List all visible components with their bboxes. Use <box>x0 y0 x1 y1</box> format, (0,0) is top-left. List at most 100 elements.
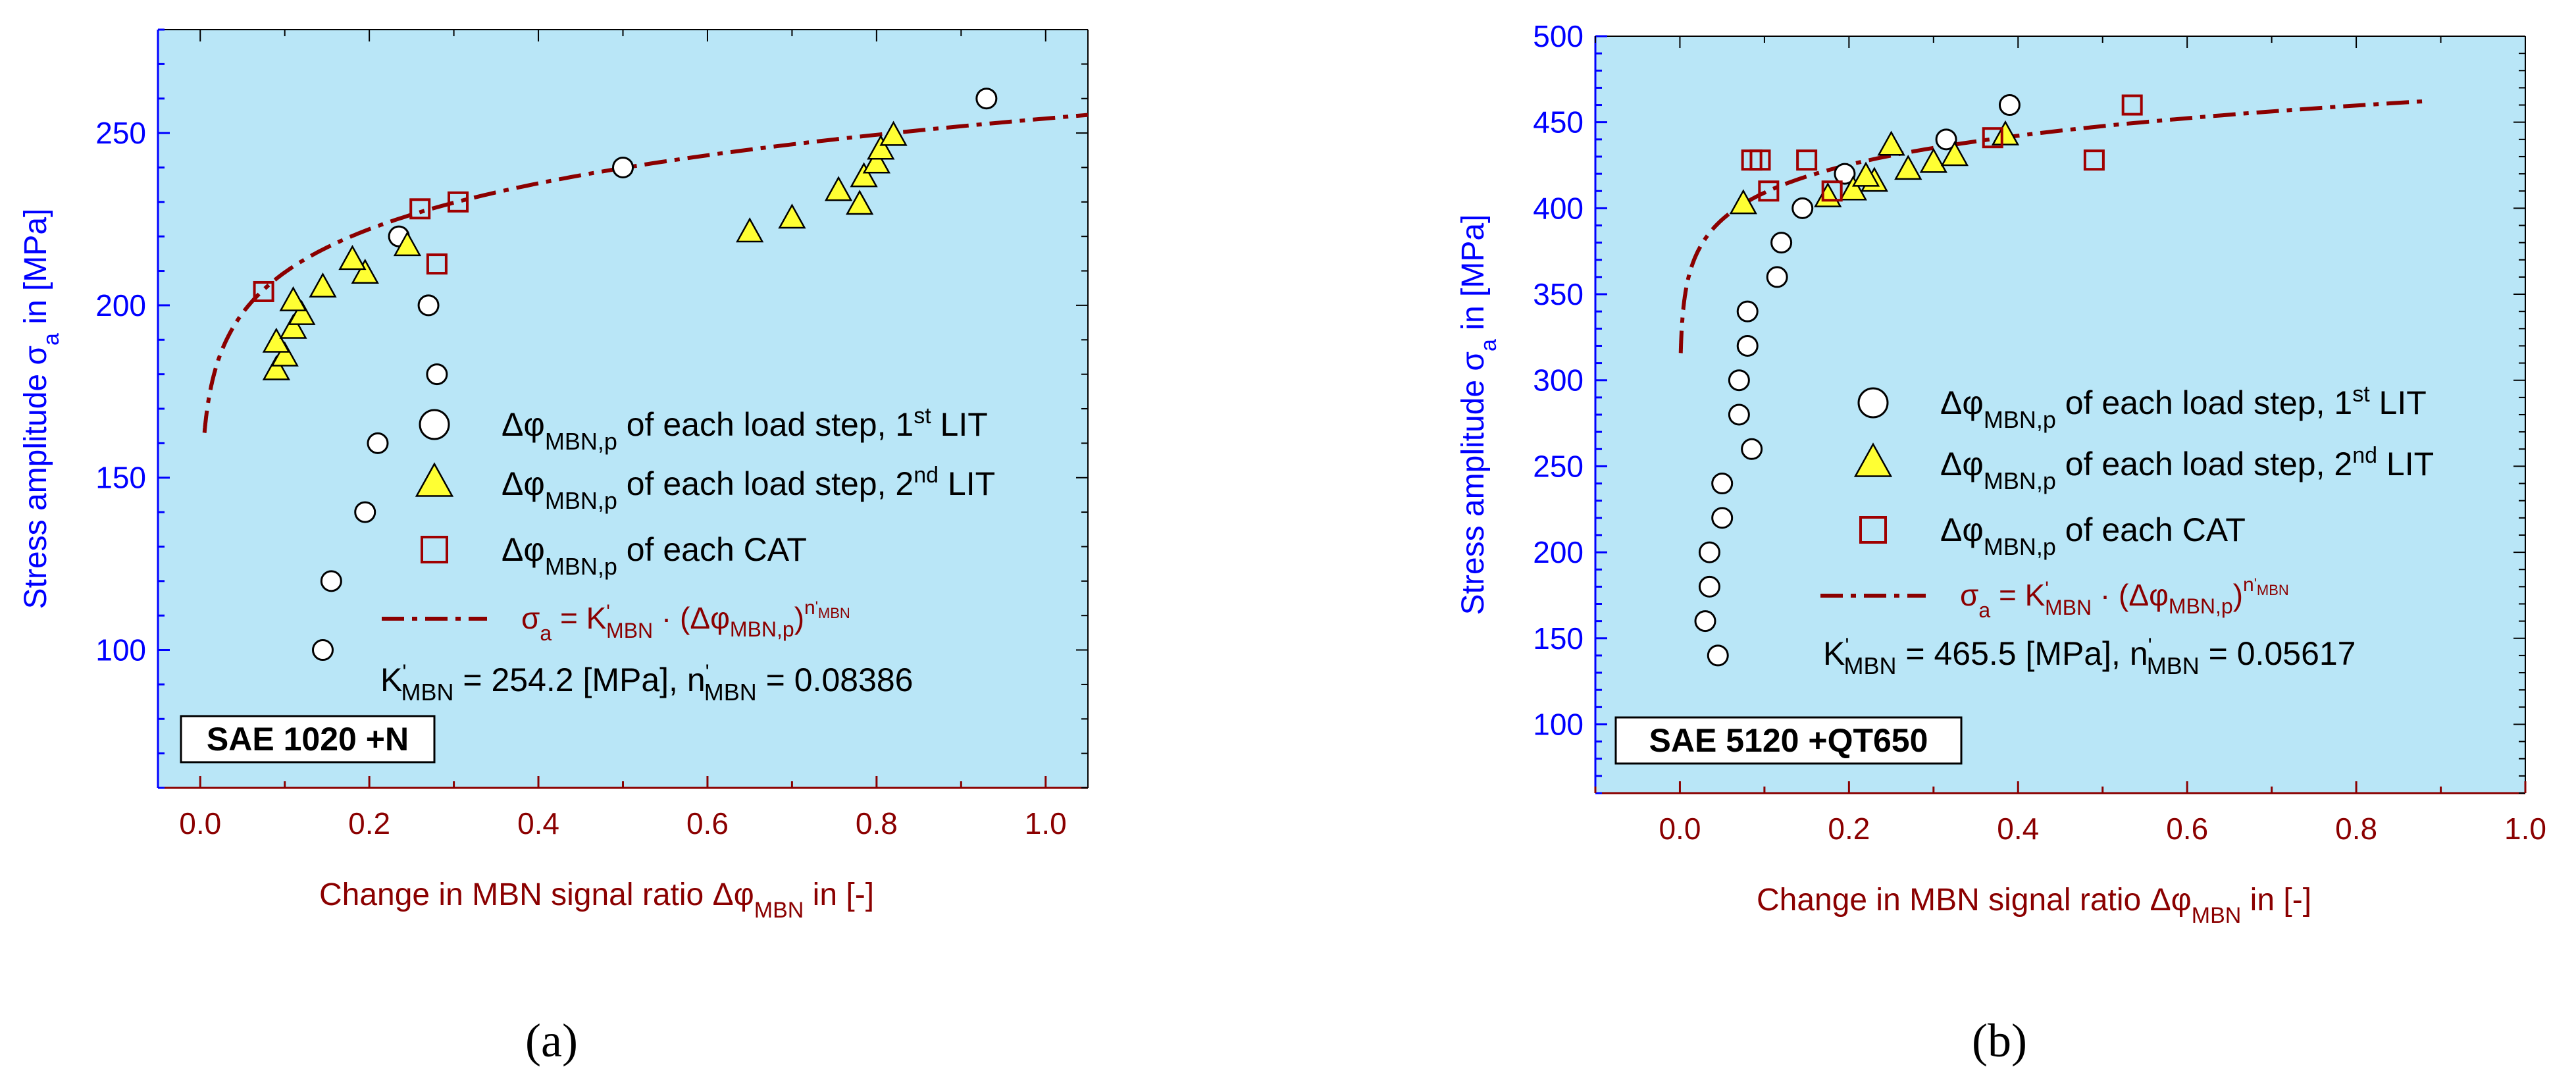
y-tick-label: 250 <box>95 116 146 150</box>
y-tick-label: 150 <box>95 461 146 495</box>
caption-a: (a) <box>525 1014 578 1067</box>
data-point-1st-lit <box>1736 334 1759 357</box>
data-point-2nd-lit <box>778 203 806 229</box>
y-tick-label: 100 <box>95 633 146 667</box>
x-tick-label: 0.0 <box>1659 812 1701 846</box>
data-point-1st-lit <box>1707 644 1729 667</box>
y-axis-title: Stress amplitude σa in [MPa] <box>18 209 64 609</box>
data-point-2nd-lit <box>338 245 367 271</box>
data-point-2nd-lit <box>1729 189 1757 215</box>
material-label: SAE 5120 +QT650 <box>1649 722 1928 759</box>
data-point-2nd-lit <box>867 134 895 160</box>
y-tick-label: 100 <box>1533 707 1584 741</box>
data-point-1st-lit <box>975 88 998 110</box>
x-tick-label: 0.2 <box>1828 812 1870 846</box>
fit-curve <box>1678 99 2425 353</box>
x-tick-label: 0.6 <box>2166 812 2208 846</box>
x-tick-label: 1.0 <box>2504 812 2546 846</box>
data-point-1st-lit <box>1728 369 1750 392</box>
legend-label-fit-equation: σa = K' MBN · (ΔφMBN,p)n'MBN <box>1960 574 2289 622</box>
data-point-1st-lit <box>367 432 389 454</box>
y-tick-label: 250 <box>1533 449 1584 483</box>
data-point-cat <box>409 198 431 220</box>
legend-marker-2nd-lit <box>1853 442 1893 477</box>
chart-panel-a: 100 150 200 250 0.0 0.2 0.4 0.6 0.8 1.0 Stress amp… <box>18 28 1089 923</box>
legend-marker-1st-lit <box>1857 387 1889 419</box>
y-tick-label: 450 <box>1533 105 1584 140</box>
data-point-2nd-lit <box>1851 161 1880 187</box>
x-tick-label: 0.2 <box>348 806 390 841</box>
legend-label-cat: ΔφMBN,p of each CAT <box>502 531 807 580</box>
data-point-2nd-lit <box>351 259 379 284</box>
data-point-1st-lit <box>1935 128 1957 151</box>
data-point-2nd-lit <box>736 217 764 243</box>
plot-area <box>158 30 1088 788</box>
x-tick-label: 0.8 <box>2335 812 2377 846</box>
data-point-2nd-lit <box>879 120 908 146</box>
data-point-2nd-lit <box>309 272 337 298</box>
y-tick-label: 150 <box>1533 621 1584 656</box>
data-point-1st-lit <box>1834 163 1856 185</box>
y-tick-label: 350 <box>1533 277 1584 311</box>
y-axis-title: Stress amplitude σa in [MPa] <box>1456 215 1501 615</box>
x-tick-label: 0.4 <box>1997 812 2039 846</box>
data-point-1st-lit <box>1711 473 1734 495</box>
fit-parameters: K' MBN = 254.2 [MPa], n' MBN = 0.08386 <box>380 660 914 706</box>
data-point-2nd-lit <box>1894 155 1922 180</box>
caption-b: (b) <box>1972 1014 2027 1067</box>
data-point-cat <box>1749 149 1771 171</box>
material-label-box <box>180 715 436 764</box>
legend-marker-cat <box>1859 516 1887 544</box>
y-tick-label: 200 <box>95 288 146 323</box>
data-point-cat <box>1982 127 2003 149</box>
data-point-1st-lit <box>1728 403 1750 426</box>
y-tick-label: 200 <box>1533 535 1584 569</box>
data-point-cat <box>2083 149 2105 171</box>
legend-label-1st-lit: ΔφMBN,p of each load step, 1st LIT <box>502 403 988 455</box>
data-point-2nd-lit <box>824 176 853 201</box>
legend-marker-1st-lit <box>419 409 450 440</box>
data-point-1st-lit <box>354 501 376 523</box>
material-label-box <box>1614 716 1963 765</box>
data-point-1st-lit <box>1791 197 1814 219</box>
legend-label-2nd-lit: ΔφMBN,p of each load step, 2nd LIT <box>1940 443 2434 494</box>
x-tick-label: 0.8 <box>856 806 898 841</box>
data-point-2nd-lit <box>279 286 307 311</box>
data-point-2nd-lit <box>1877 130 1905 156</box>
x-axis-title: Change in MBN signal ratio ΔφMBN in [-] <box>1757 883 2311 928</box>
data-point-2nd-lit <box>846 190 874 215</box>
legend-label-fit-equation: σa = K' MBN · (ΔφMBN,p)n'MBN <box>521 597 850 645</box>
data-point-2nd-lit <box>1940 141 1969 167</box>
data-point-1st-lit <box>426 363 448 386</box>
data-point-cat <box>253 280 274 302</box>
data-point-1st-lit <box>1741 438 1763 460</box>
y-tick-label: 300 <box>1533 363 1584 398</box>
data-point-1st-lit <box>320 570 342 592</box>
material-label: SAE 1020 +N <box>207 721 409 758</box>
data-point-1st-lit <box>612 156 634 178</box>
data-point-2nd-lit <box>850 162 878 188</box>
data-point-cat <box>426 253 448 275</box>
legend-label-2nd-lit: ΔφMBN,p of each load step, 2nd LIT <box>502 463 995 514</box>
data-point-1st-lit <box>1766 266 1788 288</box>
chart-panel-b: 100 150 200 250 300 350 400 450 500 0.0 0.2 0.4 0.6 0… <box>1456 19 2546 928</box>
data-point-1st-lit <box>1698 575 1720 598</box>
legend-label-cat: ΔφMBN,p of each CAT <box>1940 511 2246 560</box>
data-point-cat <box>1821 180 1843 202</box>
legend-marker-cat <box>421 536 448 563</box>
data-point-2nd-lit <box>262 355 290 380</box>
x-tick-label: 0.6 <box>686 806 729 841</box>
data-point-cat <box>448 191 469 213</box>
data-point-cat <box>1796 149 1818 171</box>
data-point-2nd-lit <box>262 327 290 353</box>
x-tick-label: 0.0 <box>179 806 221 841</box>
data-point-cat <box>2121 94 2143 116</box>
data-point-1st-lit <box>1998 94 2021 117</box>
data-point-1st-lit <box>1698 541 1720 563</box>
x-axis-title: Change in MBN signal ratio ΔφMBN in [-] <box>319 877 874 923</box>
data-point-2nd-lit <box>862 148 890 174</box>
fit-curve <box>202 113 1089 434</box>
data-point-2nd-lit <box>1991 120 2020 145</box>
legend-marker-2nd-lit <box>415 462 454 497</box>
